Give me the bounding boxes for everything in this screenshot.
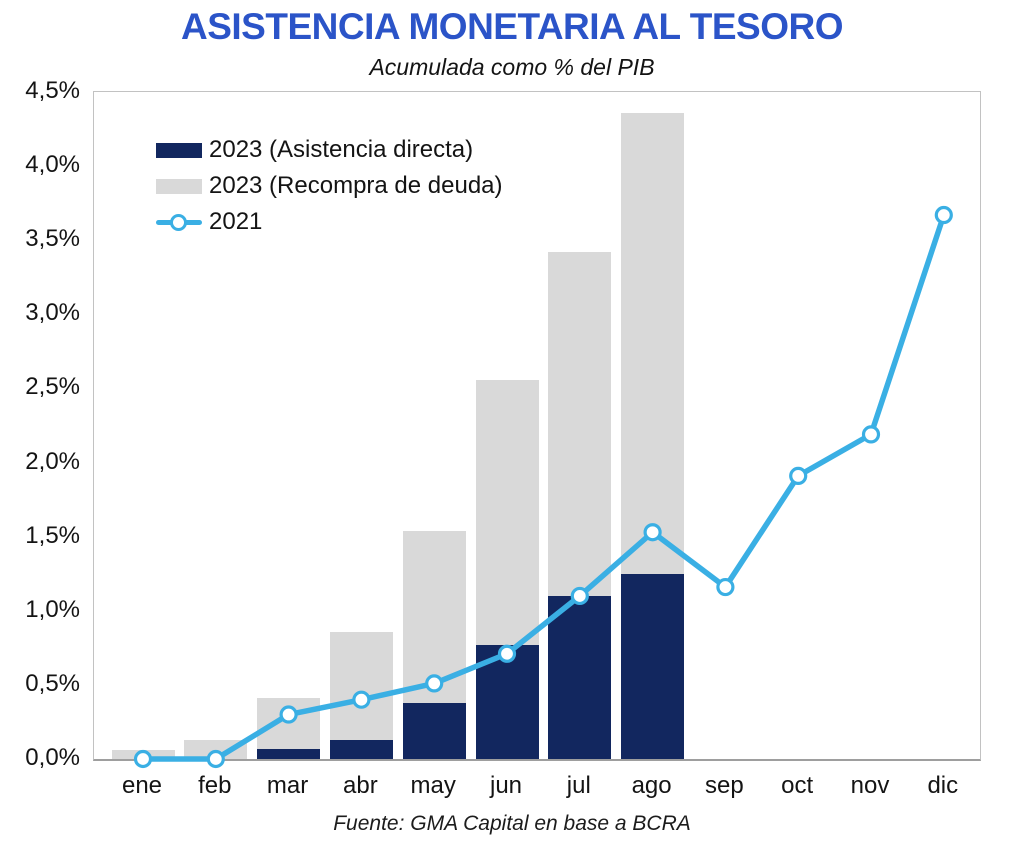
marker-2021-feb — [206, 749, 225, 769]
x-tick-label-dic: dic — [927, 772, 959, 799]
x-tick-label-jun: jun — [489, 772, 523, 799]
source-note: Fuente: GMA Capital en base a BCRA — [333, 812, 691, 835]
marker-2021-ene — [133, 749, 153, 769]
line-2021 — [133, 205, 953, 769]
bar-directa-may — [402, 702, 466, 759]
chart-title: ASISTENCIA MONETARIA AL TESORO — [181, 6, 843, 47]
marker-2021-nov — [861, 425, 881, 444]
legend-label-2021: 2021 — [209, 208, 263, 235]
marker-2021-jun — [497, 644, 517, 663]
x-tick-label-feb: feb — [198, 772, 232, 799]
legend-label-2023-recompra: 2023 (Recompra de deuda) — [209, 172, 503, 199]
marker-2021-jul — [570, 586, 589, 606]
legend-swatch-navy-bar-icon — [156, 142, 202, 158]
legend-circle-marker-icon — [170, 213, 187, 231]
bar-directa-mar — [257, 748, 321, 759]
y-tick-label: 3,0% — [25, 299, 80, 327]
y-tick-label: 4,5% — [25, 77, 80, 104]
marker-2021-oct — [789, 466, 808, 485]
legend-swatch-line-marker-icon — [156, 213, 202, 231]
x-tick-label-abr: abr — [343, 772, 378, 799]
x-tick-label-sep: sep — [705, 772, 744, 799]
bar-directa-abr — [329, 739, 393, 759]
y-tick-label: 3,5% — [25, 225, 80, 253]
bar-directa-jul — [548, 595, 612, 759]
marker-2021-ago — [643, 523, 662, 542]
legend-item-2023-recompra: 2023 (Recompra de deuda) — [156, 168, 503, 204]
y-tick-label: 2,0% — [25, 447, 80, 475]
bar-directa-ago — [621, 573, 685, 759]
legend-swatch-gray-bar-icon — [156, 178, 202, 194]
marker-2021-dic — [934, 205, 953, 225]
x-tick-label-nov: nov — [850, 772, 890, 799]
y-tick-label: 2,5% — [25, 373, 80, 401]
x-tick-label-ene: ene — [121, 772, 163, 799]
x-tick-label-mar: mar — [266, 772, 309, 799]
y-tick-label: 1,0% — [25, 595, 80, 623]
x-tick-label-jul: jul — [566, 772, 591, 799]
x-tick-label-ago: ago — [631, 772, 672, 799]
y-tick-label: 0,0% — [25, 744, 80, 771]
plot-area: 2023 (Asistencia directa) 2023 (Recompra… — [93, 91, 981, 769]
y-tick-label: 1,5% — [25, 521, 80, 549]
marker-2021-sep — [716, 577, 735, 597]
y-tick-label: 0,5% — [25, 669, 80, 697]
x-tick-label-oct: oct — [781, 772, 814, 799]
legend-item-2023-directa: 2023 (Asistencia directa) — [156, 132, 503, 168]
legend-label-2023-directa: 2023 (Asistencia directa) — [209, 136, 474, 163]
y-tick-label: 4,0% — [25, 151, 80, 179]
bar-recompra-feb — [184, 739, 248, 759]
x-tick-label-may: may — [410, 772, 456, 799]
chart-subtitle: Acumulada como % del PIB — [369, 54, 655, 80]
legend: 2023 (Asistencia directa) 2023 (Recompra… — [156, 132, 503, 240]
marker-2021-abr — [352, 690, 371, 709]
legend-item-2021: 2021 — [156, 204, 503, 240]
marker-2021-may — [425, 674, 444, 693]
marker-2021-mar — [279, 705, 298, 724]
